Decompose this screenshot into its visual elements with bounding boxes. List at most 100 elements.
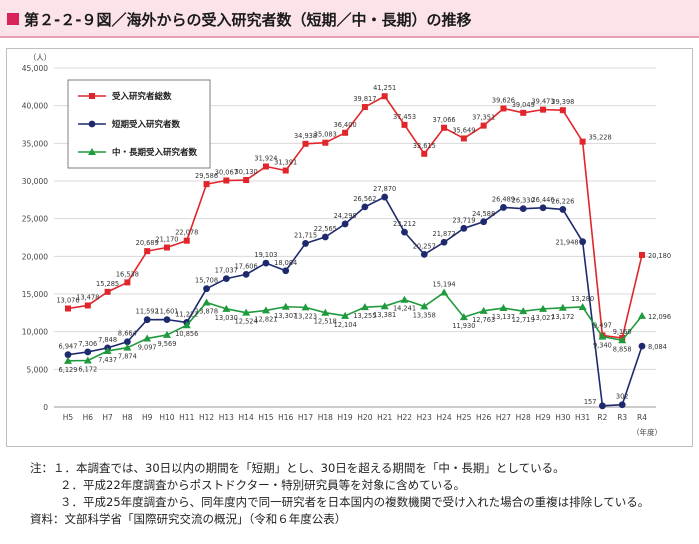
- data-label: 33,615: [413, 142, 436, 150]
- x-tick-label: H7: [102, 413, 113, 422]
- x-tick-label: H28: [516, 413, 531, 422]
- x-tick-label: R2: [597, 413, 607, 422]
- data-label: 9,569: [158, 340, 177, 348]
- legend-label: 中・長期受入研究者数: [112, 147, 198, 158]
- x-tick-label: H23: [417, 413, 432, 422]
- data-point: [441, 125, 447, 131]
- title-bar: 第２-２-９図／海外からの受入研究者数（短期／中・長期）の推移: [0, 0, 699, 38]
- note-2: ２．平成22年度調査からポストドクター・特別研究員等を対象に含めている。: [30, 477, 690, 494]
- data-label: 157: [584, 398, 597, 406]
- y-tick-label: 35,000: [22, 139, 48, 148]
- data-point: [500, 105, 506, 111]
- data-label: 17,606: [235, 262, 258, 270]
- data-point: [638, 312, 646, 319]
- data-point: [361, 203, 368, 210]
- data-point: [560, 107, 566, 113]
- data-label: 9,160: [613, 328, 632, 336]
- data-label: 21,948: [556, 239, 579, 247]
- data-label: 20,257: [413, 242, 436, 250]
- note-1: 注：１．本調査では、30日以内の期間を「短期」とし、30日を超える期間を「中・長…: [30, 460, 690, 477]
- data-label: 15,194: [433, 281, 456, 289]
- data-label: 20,180: [648, 252, 671, 260]
- notes: 注：１．本調査では、30日以内の期間を「短期」とし、30日を超える期間を「中・長…: [30, 460, 690, 528]
- data-point: [243, 271, 250, 278]
- data-point: [342, 221, 349, 228]
- data-point: [500, 204, 507, 211]
- data-label: 22,565: [314, 225, 337, 233]
- data-label: 7,874: [118, 353, 137, 361]
- data-label: 23,212: [393, 220, 416, 228]
- data-point: [540, 107, 546, 113]
- data-point: [619, 401, 626, 408]
- data-label: 302: [616, 393, 629, 401]
- y-tick-label: 30,000: [22, 177, 48, 186]
- y-tick-label: 15,000: [22, 290, 48, 299]
- data-point: [263, 164, 269, 170]
- data-point: [400, 296, 408, 303]
- data-label: 37,066: [433, 116, 456, 124]
- x-tick-label: H30: [555, 413, 570, 422]
- data-point: [382, 93, 388, 99]
- x-tick-label: H18: [318, 413, 333, 422]
- data-label: 26,226: [551, 197, 574, 205]
- data-label: 13,280: [571, 295, 594, 303]
- legend-marker: [89, 93, 95, 99]
- data-label: 10,856: [175, 330, 198, 338]
- data-label: 6,129: [59, 366, 78, 374]
- data-point: [599, 402, 606, 409]
- data-label: 8,664: [118, 330, 137, 338]
- data-label: 6,172: [78, 366, 97, 374]
- data-point: [164, 245, 170, 251]
- data-label: 35,228: [589, 134, 612, 142]
- title-marker-icon: [7, 13, 19, 25]
- data-point: [203, 285, 210, 292]
- data-label: 27,870: [373, 185, 396, 193]
- x-tick-label: H26: [476, 413, 491, 422]
- y-tick-label: 10,000: [22, 328, 48, 337]
- x-tick-label: H8: [122, 413, 133, 422]
- data-point: [461, 135, 467, 141]
- data-point: [441, 239, 448, 246]
- data-point: [381, 194, 388, 201]
- data-label: 37,453: [393, 113, 416, 121]
- data-point: [401, 122, 407, 128]
- y-tick-label: 0: [43, 403, 48, 412]
- y-tick-label: 45,000: [22, 64, 48, 73]
- note-3: ３．平成25年度調査から、同年度内で同一研究者を日本国内の複数機関で受け入れた場…: [30, 494, 690, 511]
- legend-marker: [89, 121, 96, 128]
- data-label: 13,358: [413, 311, 436, 319]
- data-label: 6,947: [59, 343, 78, 351]
- data-label: 9,497: [593, 321, 612, 329]
- data-label: 8,858: [613, 345, 632, 353]
- x-tick-label: H16: [278, 413, 293, 422]
- data-point: [322, 140, 328, 146]
- data-label: 35,649: [452, 126, 475, 134]
- x-tick-label: H6: [83, 413, 94, 422]
- x-tick-label: H17: [298, 413, 313, 422]
- data-label: 30,130: [235, 168, 258, 176]
- x-axis-label: （年度）: [632, 427, 662, 437]
- x-tick-label: R3: [617, 413, 627, 422]
- data-point: [84, 349, 91, 356]
- data-label: 13,478: [76, 293, 99, 301]
- page-title: 第２-２-９図／海外からの受入研究者数（短期／中・長期）の推移: [24, 9, 471, 30]
- series-line-2: [68, 197, 642, 406]
- data-point: [520, 110, 526, 116]
- data-point: [362, 104, 368, 110]
- data-point: [223, 177, 229, 183]
- data-label: 7,306: [78, 340, 97, 348]
- data-label: 24,299: [334, 212, 357, 220]
- y-tick-label: 5,000: [27, 365, 49, 374]
- x-tick-label: H25: [456, 413, 471, 422]
- data-label: 35,083: [314, 131, 337, 139]
- x-tick-label: H31: [575, 413, 590, 422]
- y-tick-label: 40,000: [22, 102, 48, 111]
- data-point: [283, 168, 289, 174]
- data-label: 41,251: [373, 84, 396, 92]
- data-label: 15,708: [195, 277, 218, 285]
- x-tick-label: H11: [179, 413, 194, 422]
- data-point: [204, 181, 210, 187]
- data-point: [303, 141, 309, 147]
- data-point: [342, 130, 348, 136]
- y-axis-label: （人）: [29, 53, 52, 62]
